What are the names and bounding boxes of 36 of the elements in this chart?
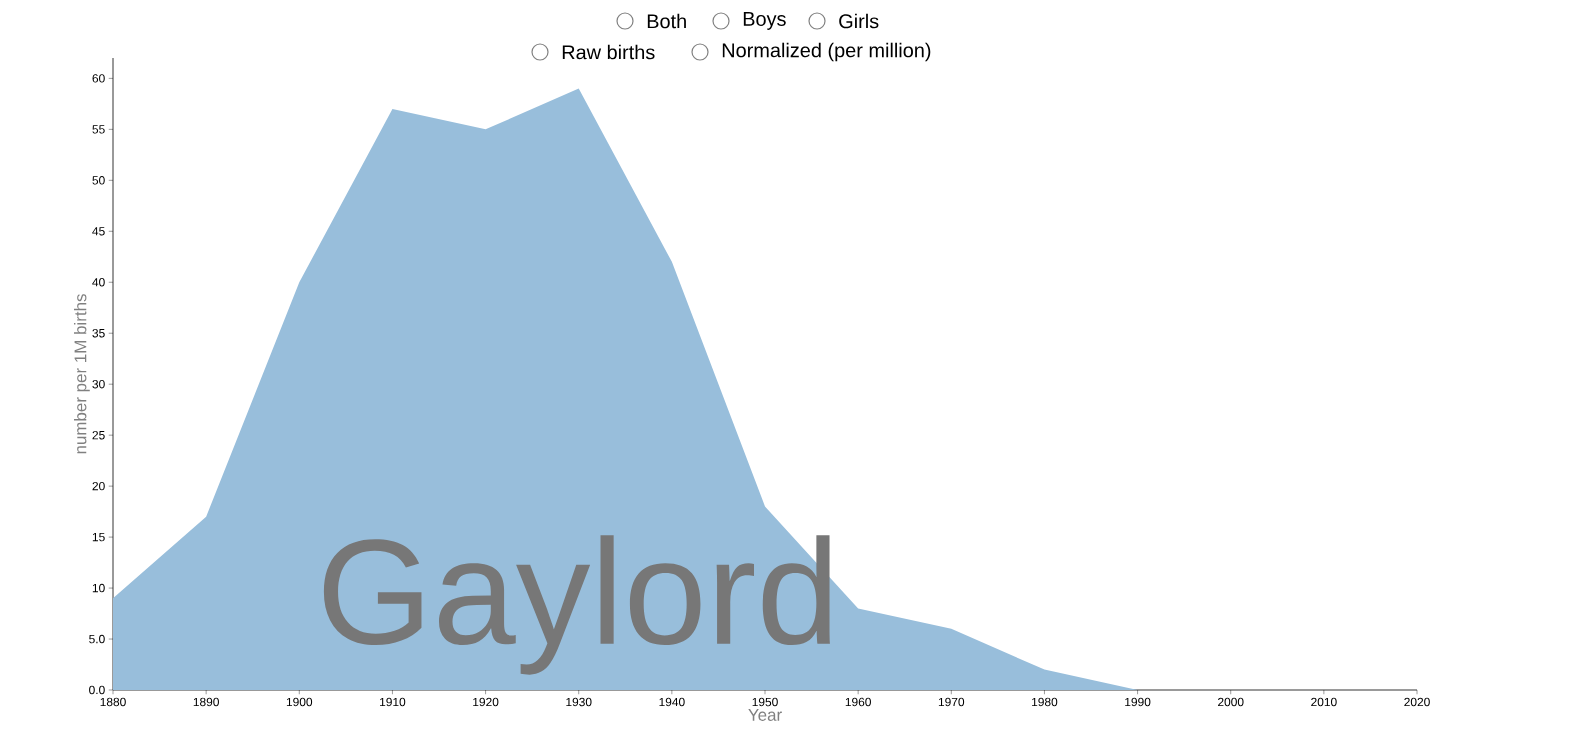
x-tick-label: 1990: [1125, 697, 1151, 707]
x-tick-label: 2000: [1218, 697, 1244, 707]
x-tick-label: 1960: [845, 697, 871, 707]
text: Boys: [743, 12, 786, 30]
y-tick-label: 30: [92, 379, 105, 389]
y-tick-label: 20: [92, 481, 105, 491]
x-tick-label: 2020: [1404, 697, 1430, 707]
x-tick-label: 1920: [473, 697, 499, 707]
y-tick-label: 0.0: [89, 685, 105, 695]
x-tick-label: 1980: [1032, 697, 1058, 707]
y-tick-label: 60: [92, 74, 105, 83]
x-tick-label: 1900: [286, 697, 313, 707]
x-axis-title: Year: [748, 709, 782, 721]
y-tick-label: 15: [92, 532, 105, 542]
annotation: Raw births: [562, 44, 655, 60]
y-tick-label: 50: [92, 176, 105, 185]
text: Both: [647, 13, 686, 29]
x-tick-label: 1890: [193, 697, 219, 707]
y-axis-title: number per 1M births: [73, 294, 90, 454]
text: Girls: [839, 13, 879, 29]
y-tick-label: 5.0: [89, 634, 105, 644]
x-tick-label: 1910: [380, 697, 406, 707]
y-tick-label: 45: [92, 227, 105, 236]
x-tick-label: 1950: [752, 697, 778, 707]
annotation: Normalized (per million): [722, 42, 931, 62]
x-tick-label: 1940: [659, 697, 685, 707]
y-tick-label: 25: [92, 430, 105, 440]
x-tick-label: 2010: [1311, 697, 1337, 707]
y-tick-label: 55: [92, 125, 105, 134]
x-tick-label: 1930: [566, 697, 592, 707]
y-tick-label: 35: [92, 329, 105, 338]
y-tick-label: 40: [92, 278, 105, 287]
y-tick-label: 10: [92, 583, 105, 593]
x-tick-label: 1880: [100, 697, 126, 707]
annotation: Gaylord: [323, 535, 830, 675]
x-tick-label: 1970: [938, 697, 965, 707]
